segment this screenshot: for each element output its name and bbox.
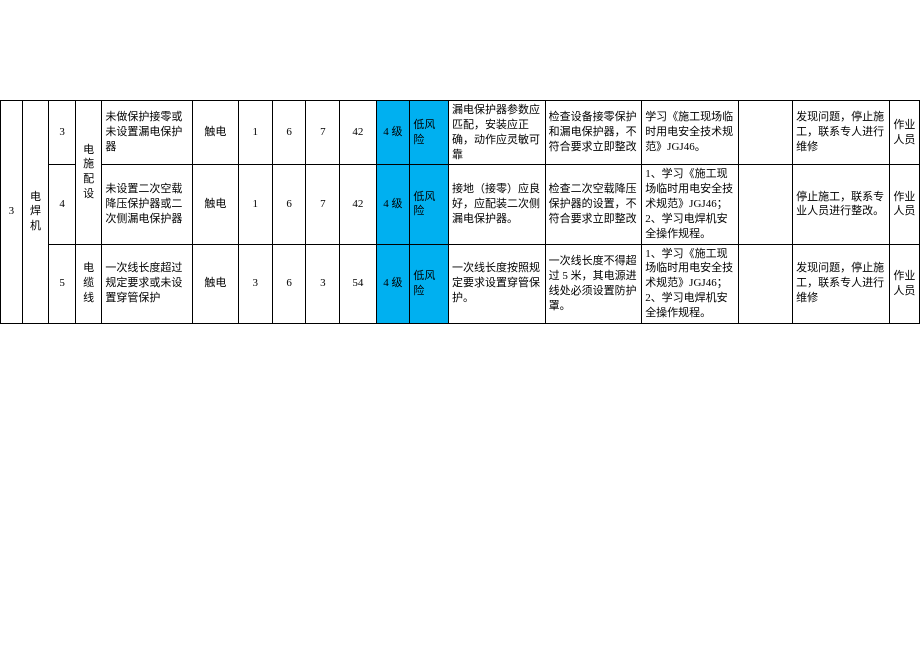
blank-cell (738, 165, 792, 244)
risk-type-cell: 触电 (192, 244, 238, 323)
risk-type-cell: 触电 (192, 101, 238, 165)
row-index-cell: 4 (49, 165, 76, 244)
num-cell: 1 (238, 165, 272, 244)
part-cell: 电施配设 (75, 101, 102, 245)
num-cell: 6 (272, 165, 306, 244)
level-cell: 4 级 (376, 165, 410, 244)
num-cell: 6 (272, 244, 306, 323)
risk-level-cell: 低风险 (410, 244, 449, 323)
table-row: 4 未设置二次空载降压保护器或二次侧漏电保护器 触电 1 6 7 42 4 级 … (1, 165, 920, 244)
num-cell: 1 (238, 101, 272, 165)
risk-assessment-table: 3 电焊机 3 电施配设 未做保护接零或未设置漏电保护器 触电 1 6 7 42… (0, 100, 920, 324)
num-cell: 3 (238, 244, 272, 323)
person-cell: 作业人员 (889, 101, 919, 165)
table-row: 3 电焊机 3 电施配设 未做保护接零或未设置漏电保护器 触电 1 6 7 42… (1, 101, 920, 165)
num-cell: 42 (340, 101, 376, 165)
risk-level-cell: 低风险 (410, 165, 449, 244)
measure-cell: 一次线长度按照规定要求设置穿管保护。 (448, 244, 545, 323)
num-cell: 7 (306, 101, 340, 165)
measure-cell: 1、学习《施工现场临时用电安全技术规范》JGJ46；2、学习电焊机安全操作规程。 (642, 244, 739, 323)
hazard-cell: 未做保护接零或未设置漏电保护器 (102, 101, 193, 165)
action-cell: 发现问题，停止施工，联系专人进行维修 (793, 101, 890, 165)
measure-cell: 接地（接零）应良好，应配装二次侧漏电保护器。 (448, 165, 545, 244)
person-cell: 作业人员 (889, 244, 919, 323)
risk-level-cell: 低风险 (410, 101, 449, 165)
num-cell: 7 (306, 165, 340, 244)
hazard-cell: 未设置二次空载降压保护器或二次侧漏电保护器 (102, 165, 193, 244)
measure-cell: 学习《施工现场临时用电安全技术规范》JGJ46。 (642, 101, 739, 165)
action-cell: 发现问题，停止施工，联系专人进行维修 (793, 244, 890, 323)
num-cell: 3 (306, 244, 340, 323)
person-cell: 作业人员 (889, 165, 919, 244)
hazard-cell: 一次线长度超过规定要求或未设置穿管保护 (102, 244, 193, 323)
risk-type-cell: 触电 (192, 165, 238, 244)
risk-table-wrapper: 3 电焊机 3 电施配设 未做保护接零或未设置漏电保护器 触电 1 6 7 42… (0, 20, 920, 324)
measure-cell: 检查设备接零保护和漏电保护器，不符合要求立即整改 (545, 101, 642, 165)
equipment-cell: 电焊机 (22, 101, 49, 324)
num-cell: 42 (340, 165, 376, 244)
num-cell: 6 (272, 101, 306, 165)
row-index-cell: 3 (49, 101, 76, 165)
blank-cell (738, 101, 792, 165)
row-index-cell: 5 (49, 244, 76, 323)
table-row: 5 电缆线 一次线长度超过规定要求或未设置穿管保护 触电 3 6 3 54 4 … (1, 244, 920, 323)
level-cell: 4 级 (376, 101, 410, 165)
measure-cell: 一次线长度不得超过 5 米，其电源进线处必须设置防护罩。 (545, 244, 642, 323)
measure-cell: 检查二次空载降压保护器的设置，不符合要求立即整改 (545, 165, 642, 244)
group-index-cell: 3 (1, 101, 23, 324)
measure-cell: 漏电保护器参数应匹配，安装应正确，动作应灵敏可靠 (448, 101, 545, 165)
num-cell: 54 (340, 244, 376, 323)
action-cell: 停止施工，联系专业人员进行整改。 (793, 165, 890, 244)
measure-cell: 1、学习《施工现场临时用电安全技术规范》JGJ46；2、学习电焊机安全操作规程。 (642, 165, 739, 244)
blank-cell (738, 244, 792, 323)
level-cell: 4 级 (376, 244, 410, 323)
part-cell: 电缆线 (75, 244, 102, 323)
